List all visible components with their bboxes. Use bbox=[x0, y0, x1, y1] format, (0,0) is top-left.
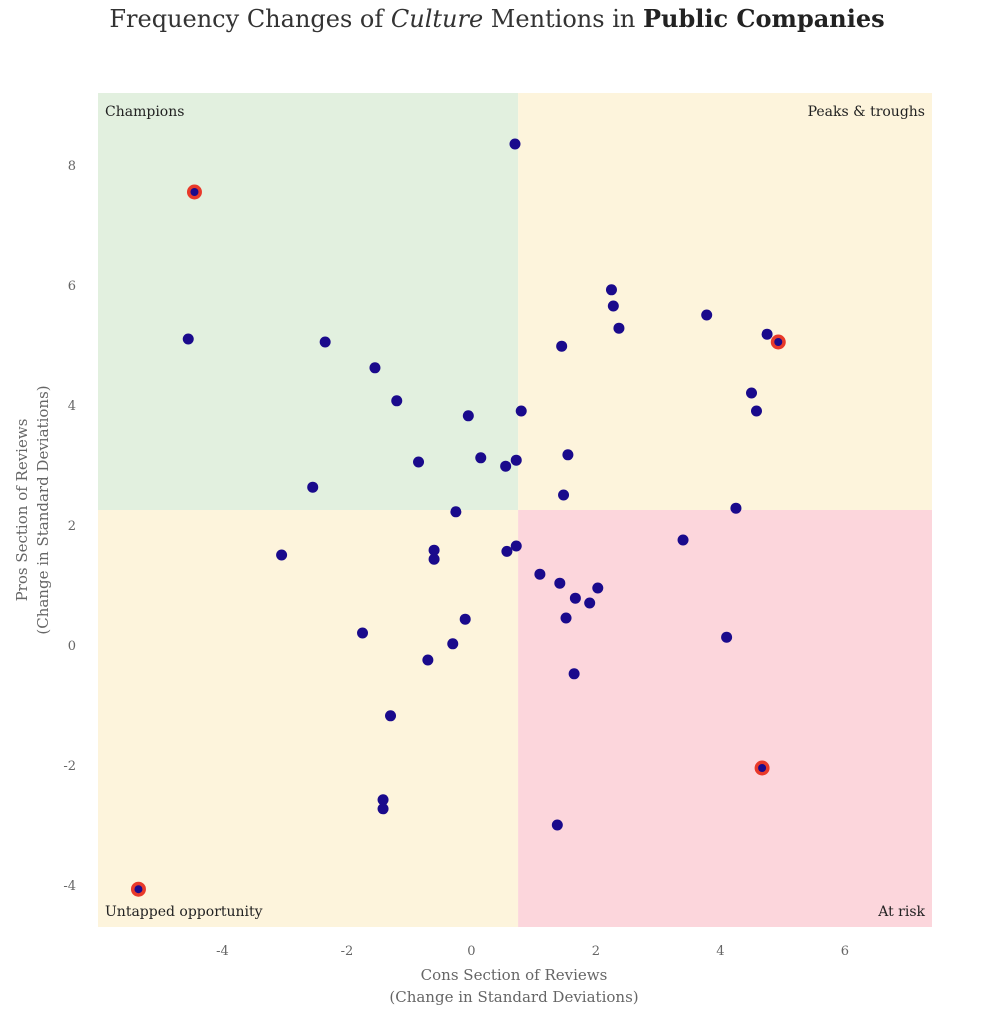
data-point bbox=[560, 612, 572, 624]
y-tick-label: -4 bbox=[63, 879, 76, 894]
quadrant-top-right bbox=[518, 93, 932, 510]
data-point bbox=[551, 819, 563, 831]
y-tick-label: 4 bbox=[68, 399, 76, 414]
data-point bbox=[677, 534, 689, 546]
quadrant-label-bottom-right: At risk bbox=[877, 904, 925, 920]
data-point bbox=[605, 284, 617, 296]
quadrant-bottom-left bbox=[98, 510, 519, 927]
data-point bbox=[584, 597, 596, 609]
data-point bbox=[515, 405, 527, 417]
x-tick-label: -2 bbox=[341, 944, 354, 959]
data-point bbox=[509, 138, 521, 150]
y-tick-label: 2 bbox=[68, 519, 76, 534]
data-point bbox=[746, 387, 758, 399]
y-tick-label: 0 bbox=[68, 639, 76, 654]
data-point bbox=[569, 592, 581, 604]
y-tick-label: 6 bbox=[68, 279, 76, 294]
y-axis-title-line1: Pros Section of Reviews bbox=[13, 419, 31, 602]
data-point bbox=[385, 710, 397, 722]
quadrant-top-left bbox=[98, 93, 519, 510]
data-point bbox=[357, 627, 369, 639]
data-point bbox=[450, 506, 462, 518]
data-point bbox=[475, 452, 487, 464]
y-tick-label: -2 bbox=[63, 759, 76, 774]
data-point bbox=[428, 544, 440, 556]
data-point bbox=[428, 553, 440, 565]
data-point bbox=[568, 668, 580, 680]
data-point bbox=[501, 545, 513, 557]
data-point bbox=[391, 395, 403, 407]
data-point bbox=[730, 502, 742, 514]
y-axis-title: Pros Section of Reviews (Change in Stand… bbox=[13, 385, 52, 634]
highlighted-data-point bbox=[134, 885, 143, 894]
data-point bbox=[701, 309, 713, 321]
y-axis-title-line2: (Change in Standard Deviations) bbox=[34, 385, 52, 634]
highlighted-data-point bbox=[774, 338, 783, 346]
title-italic: Culture bbox=[390, 5, 484, 33]
data-point bbox=[562, 449, 574, 461]
data-point bbox=[276, 549, 288, 561]
data-point bbox=[182, 333, 194, 345]
data-point bbox=[534, 568, 546, 580]
title-prefix: Frequency Changes of bbox=[109, 5, 391, 33]
y-axis-ticks: -4 -2 0 2 4 6 8 bbox=[63, 159, 76, 894]
highlighted-data-point bbox=[758, 764, 767, 772]
data-point bbox=[556, 340, 568, 352]
data-point bbox=[447, 638, 459, 650]
data-point bbox=[607, 300, 619, 312]
x-axis-ticks: -4 -2 0 2 4 6 bbox=[216, 944, 849, 959]
data-point bbox=[721, 631, 733, 643]
quadrant-label-bottom-left: Untapped opportunity bbox=[105, 904, 263, 920]
data-point bbox=[592, 582, 604, 594]
data-point bbox=[307, 481, 319, 493]
x-axis-title-line2: (Change in Standard Deviations) bbox=[389, 988, 638, 1006]
x-axis-title-line1: Cons Section of Reviews bbox=[421, 966, 608, 984]
title-bold: Public Companies bbox=[642, 4, 885, 33]
data-point bbox=[510, 540, 522, 552]
data-point bbox=[377, 803, 389, 815]
data-point bbox=[613, 322, 625, 334]
data-point bbox=[554, 577, 566, 589]
x-tick-label: 4 bbox=[716, 944, 724, 959]
data-point bbox=[761, 328, 773, 340]
highlighted-data-point bbox=[190, 188, 199, 196]
quadrant-label-top-left: Champions bbox=[105, 104, 184, 120]
quadrant-labels: Champions Peaks & troughs Untapped opportu… bbox=[105, 104, 926, 920]
quadrant-label-top-right: Peaks & troughs bbox=[808, 104, 925, 120]
x-tick-label: 0 bbox=[467, 944, 475, 959]
x-tick-label: -4 bbox=[216, 944, 229, 959]
data-point bbox=[369, 362, 381, 374]
data-point bbox=[510, 454, 522, 466]
data-point bbox=[413, 456, 425, 468]
quadrant-backgrounds bbox=[98, 93, 932, 927]
x-tick-label: 6 bbox=[841, 944, 849, 959]
data-point bbox=[319, 336, 331, 348]
data-point bbox=[462, 410, 474, 422]
data-point bbox=[459, 613, 471, 625]
data-point bbox=[377, 794, 389, 806]
chart-title: Frequency Changes of Culture Mentions in… bbox=[0, 4, 994, 33]
y-tick-label: 8 bbox=[68, 159, 76, 174]
data-points bbox=[130, 138, 786, 897]
title-middle: Mentions in bbox=[483, 5, 643, 33]
x-tick-label: 2 bbox=[592, 944, 600, 959]
data-point bbox=[422, 654, 434, 666]
data-point bbox=[500, 460, 512, 472]
data-point bbox=[558, 489, 570, 501]
quadrant-bottom-right bbox=[518, 510, 932, 927]
data-point bbox=[750, 405, 762, 417]
